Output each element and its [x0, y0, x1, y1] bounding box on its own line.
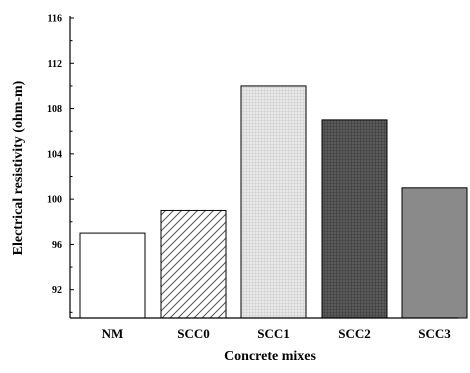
bar-scc1 — [240, 85, 307, 319]
bar-nm — [79, 232, 146, 319]
y-tick-label-104: 104 — [47, 149, 62, 160]
y-tick-label-112: 112 — [48, 59, 62, 70]
x-axis-title: Concrete mixes — [224, 349, 316, 364]
bar-scc2 — [321, 119, 388, 319]
x-tick-label-scc2: SCC2 — [338, 326, 371, 341]
y-axis-title: Electrical resistivity (ohm-m) — [11, 80, 26, 255]
bar-scc0 — [160, 209, 227, 319]
x-tick-label-nm: NM — [102, 326, 124, 341]
y-tick-label-116: 116 — [48, 14, 62, 25]
y-tick-label-100: 100 — [47, 195, 62, 206]
x-tick-label-scc0: SCC0 — [177, 326, 210, 341]
y-tick-label-96: 96 — [52, 240, 62, 251]
x-tick-label-scc1: SCC1 — [257, 326, 290, 341]
y-tick-label-92: 92 — [52, 285, 62, 296]
y-tick-label-108: 108 — [47, 104, 62, 115]
x-tick-label-scc3: SCC3 — [418, 326, 451, 341]
bar-scc3 — [401, 187, 468, 319]
